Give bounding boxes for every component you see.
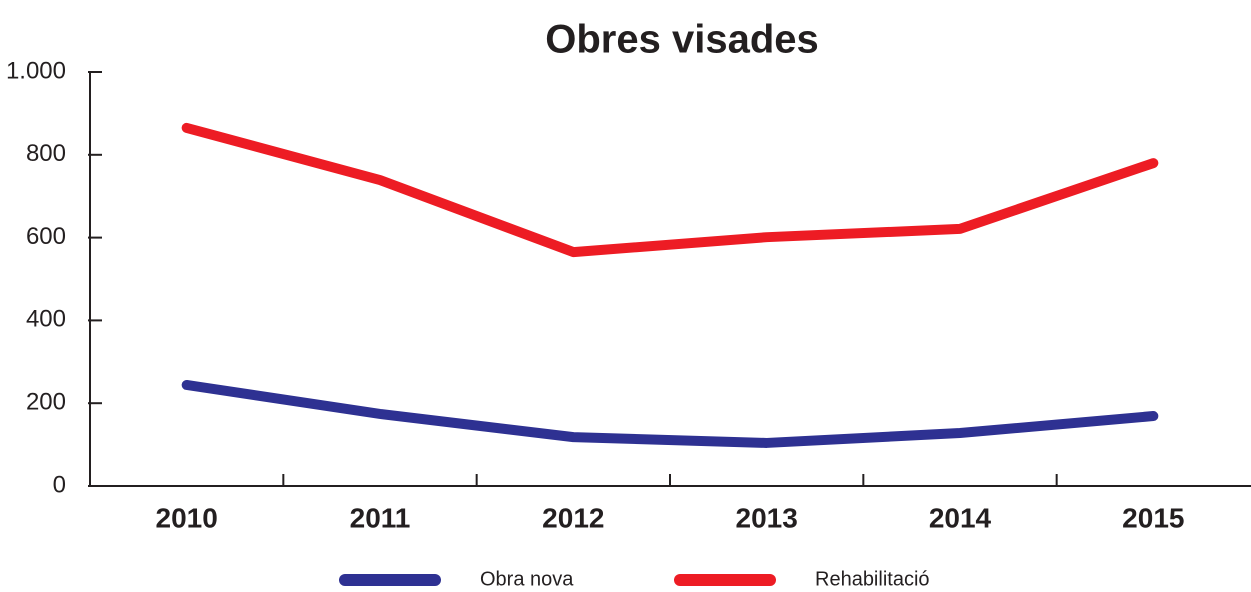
y-tick-label: 200 [26, 389, 66, 416]
line-series [181, 379, 1159, 448]
chart-title: Obres visades [545, 18, 819, 62]
y-tick-label: 600 [26, 223, 66, 250]
x-tick-label: 2013 [736, 502, 798, 533]
line-series [181, 122, 1159, 258]
legend-label: Obra nova [480, 568, 574, 590]
y-tick-label: 400 [26, 306, 66, 333]
y-tick-label: 800 [26, 140, 66, 167]
x-tick-label: 2011 [350, 502, 411, 533]
y-tick-label: 1.000 [6, 57, 66, 84]
y-tick-label: 0 [53, 471, 66, 498]
x-tick-label: 2010 [156, 502, 218, 533]
x-tick-label: 2014 [929, 502, 992, 533]
x-tick-label: 2015 [1122, 502, 1184, 533]
legend-label: Rehabilitació [815, 568, 930, 590]
x-tick-label: 2012 [542, 502, 604, 533]
